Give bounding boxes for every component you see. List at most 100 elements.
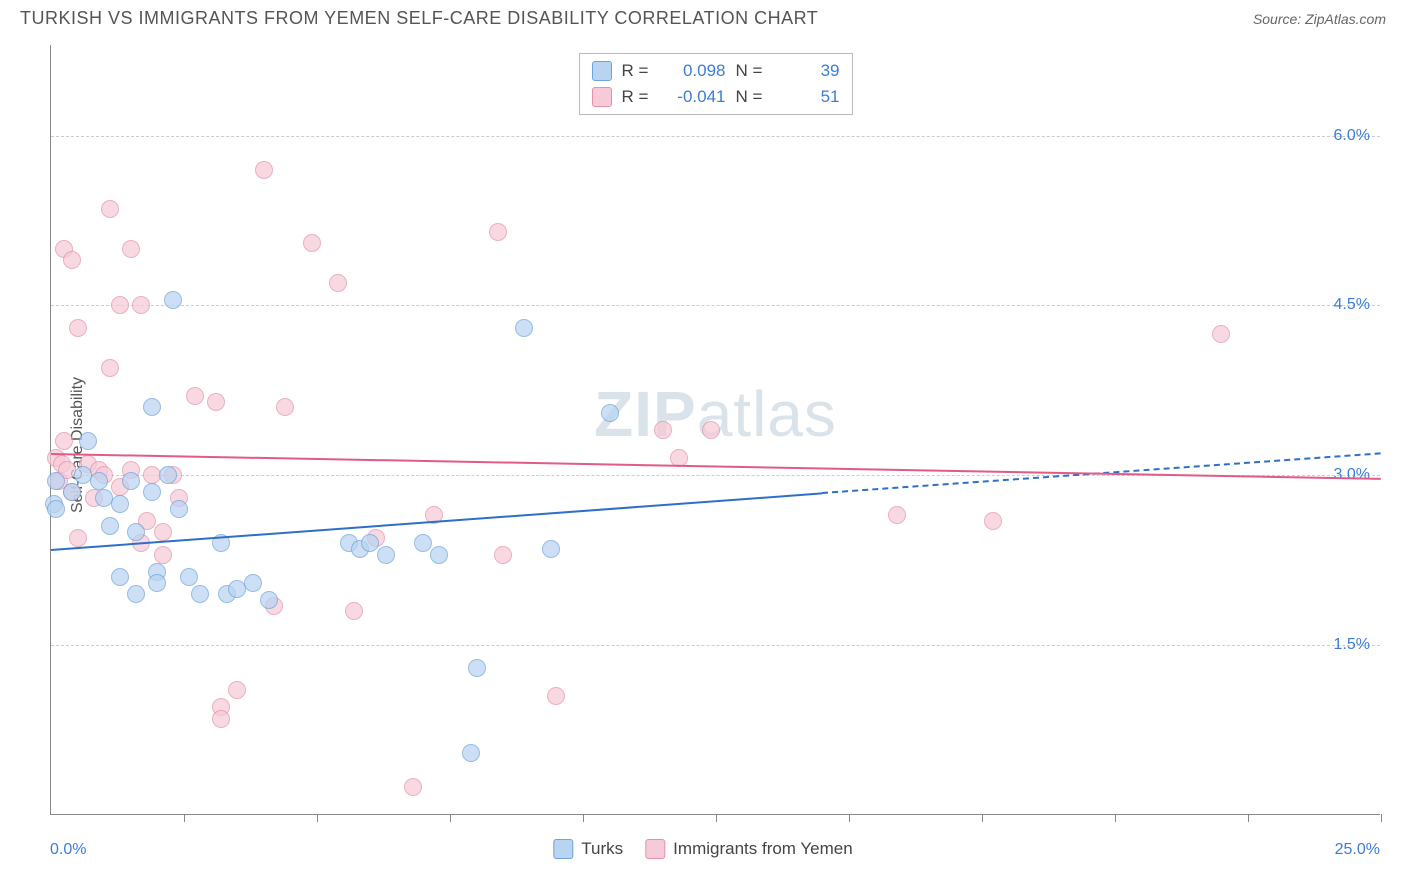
data-point-turks <box>47 472 65 490</box>
data-point-yemen <box>154 523 172 541</box>
r-value-yemen: -0.041 <box>666 84 726 110</box>
x-tick <box>982 814 983 822</box>
data-point-yemen <box>186 387 204 405</box>
data-point-yemen <box>425 506 443 524</box>
data-point-turks <box>111 495 129 513</box>
data-point-turks <box>159 466 177 484</box>
data-point-turks <box>361 534 379 552</box>
data-point-yemen <box>101 359 119 377</box>
legend-item-turks: Turks <box>553 839 623 859</box>
x-tick <box>1115 814 1116 822</box>
data-point-turks <box>148 574 166 592</box>
x-tick <box>583 814 584 822</box>
swatch-turks <box>592 61 612 81</box>
n-label: N = <box>736 84 770 110</box>
data-point-yemen <box>69 529 87 547</box>
data-point-yemen <box>255 161 273 179</box>
data-point-yemen <box>207 393 225 411</box>
data-point-yemen <box>670 449 688 467</box>
data-point-yemen <box>489 223 507 241</box>
data-point-yemen <box>212 710 230 728</box>
legend-label-yemen: Immigrants from Yemen <box>673 839 853 859</box>
data-point-yemen <box>303 234 321 252</box>
data-point-turks <box>111 568 129 586</box>
data-point-turks <box>180 568 198 586</box>
chart-title: TURKISH VS IMMIGRANTS FROM YEMEN SELF-CA… <box>20 8 818 29</box>
x-tick <box>849 814 850 822</box>
y-tick-label: 1.5% <box>1334 636 1370 654</box>
swatch-turks <box>553 839 573 859</box>
r-value-turks: 0.098 <box>666 58 726 84</box>
watermark: ZIPatlas <box>594 377 837 451</box>
x-tick <box>716 814 717 822</box>
data-point-turks <box>260 591 278 609</box>
watermark-light: atlas <box>697 378 837 450</box>
data-point-yemen <box>654 421 672 439</box>
legend-row-yemen: R = -0.041 N = 51 <box>592 84 840 110</box>
data-point-yemen <box>228 681 246 699</box>
data-point-yemen <box>329 274 347 292</box>
correlation-legend: R = 0.098 N = 39 R = -0.041 N = 51 <box>579 53 853 115</box>
trendline-turks-dashed <box>822 453 1381 495</box>
header: TURKISH VS IMMIGRANTS FROM YEMEN SELF-CA… <box>0 0 1406 35</box>
source-prefix: Source: <box>1253 11 1305 27</box>
data-point-turks <box>122 472 140 490</box>
data-point-turks <box>143 398 161 416</box>
swatch-yemen <box>592 87 612 107</box>
source-link[interactable]: ZipAtlas.com <box>1305 11 1386 27</box>
data-point-yemen <box>1212 325 1230 343</box>
data-point-turks <box>462 744 480 762</box>
y-tick-label: 6.0% <box>1334 127 1370 145</box>
gridline <box>51 475 1380 476</box>
data-point-turks <box>468 659 486 677</box>
x-tick <box>1381 814 1382 822</box>
data-point-turks <box>127 523 145 541</box>
data-point-turks <box>79 432 97 450</box>
data-point-yemen <box>888 506 906 524</box>
swatch-yemen <box>645 839 665 859</box>
data-point-yemen <box>101 200 119 218</box>
legend-item-yemen: Immigrants from Yemen <box>645 839 853 859</box>
data-point-turks <box>143 483 161 501</box>
plot-area: ZIPatlas R = 0.098 N = 39 R = -0.041 N =… <box>50 45 1380 815</box>
x-axis-min: 0.0% <box>50 841 86 859</box>
source-attribution: Source: ZipAtlas.com <box>1253 11 1386 27</box>
data-point-turks <box>63 483 81 501</box>
data-point-turks <box>127 585 145 603</box>
data-point-yemen <box>345 602 363 620</box>
r-label: R = <box>622 84 656 110</box>
y-tick-label: 3.0% <box>1334 466 1370 484</box>
data-point-yemen <box>404 778 422 796</box>
data-point-turks <box>601 404 619 422</box>
gridline <box>51 305 1380 306</box>
chart-container: Self-Care Disability ZIPatlas R = 0.098 … <box>0 35 1406 855</box>
data-point-turks <box>542 540 560 558</box>
data-point-yemen <box>702 421 720 439</box>
n-label: N = <box>736 58 770 84</box>
x-tick <box>184 814 185 822</box>
data-point-yemen <box>122 240 140 258</box>
gridline <box>51 645 1380 646</box>
gridline <box>51 136 1380 137</box>
data-point-yemen <box>547 687 565 705</box>
data-point-turks <box>377 546 395 564</box>
x-tick <box>450 814 451 822</box>
data-point-turks <box>414 534 432 552</box>
n-value-yemen: 51 <box>780 84 840 110</box>
series-legend: Turks Immigrants from Yemen <box>553 839 852 859</box>
r-label: R = <box>622 58 656 84</box>
data-point-yemen <box>55 432 73 450</box>
x-axis-max: 25.0% <box>1335 841 1380 859</box>
data-point-yemen <box>276 398 294 416</box>
data-point-yemen <box>132 296 150 314</box>
data-point-turks <box>164 291 182 309</box>
data-point-yemen <box>69 319 87 337</box>
data-point-yemen <box>63 251 81 269</box>
data-point-turks <box>191 585 209 603</box>
data-point-turks <box>170 500 188 518</box>
x-tick <box>1248 814 1249 822</box>
data-point-turks <box>430 546 448 564</box>
data-point-turks <box>515 319 533 337</box>
x-tick <box>317 814 318 822</box>
data-point-turks <box>244 574 262 592</box>
